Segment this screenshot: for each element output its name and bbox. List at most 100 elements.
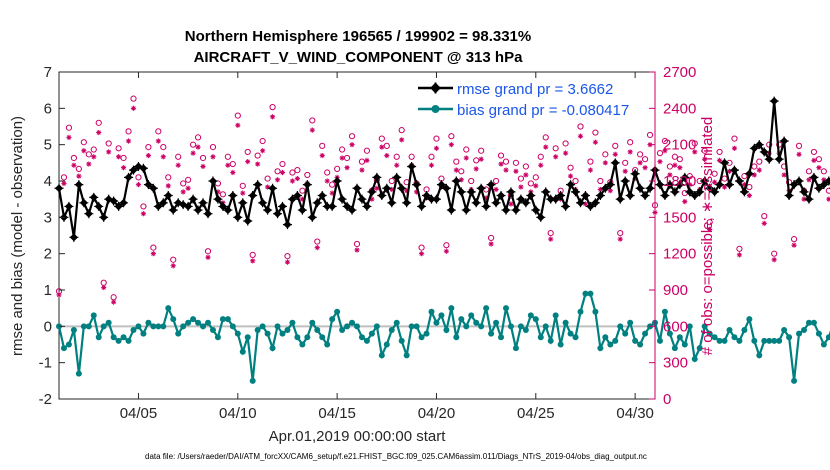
- possible-obs-point: [458, 168, 465, 175]
- legend-rmse-marker: [430, 82, 441, 94]
- rmse-point: [64, 201, 74, 211]
- possible-obs-point: [319, 142, 326, 149]
- bias-point: [453, 334, 460, 341]
- assimilated-obs-point: [210, 154, 216, 160]
- possible-obs-point: [140, 203, 147, 210]
- possible-obs-point: [622, 159, 629, 166]
- assimilated-obs-point: [781, 172, 787, 178]
- rmse-point: [69, 232, 79, 242]
- y-right-tick-label: 900: [663, 282, 688, 299]
- possible-obs-point: [219, 191, 226, 198]
- assimilated-obs-point: [250, 258, 256, 264]
- rmse-point: [764, 154, 774, 164]
- bias-point: [706, 330, 713, 337]
- assimilated-obs-point: [61, 180, 67, 187]
- assimilated-obs-point: [289, 178, 296, 184]
- bias-point: [249, 377, 256, 384]
- bias-point: [219, 316, 226, 323]
- assimilated-obs-point: [746, 192, 752, 199]
- rmse-point: [610, 158, 620, 168]
- possible-obs-point: [756, 158, 763, 165]
- rmse-point: [516, 194, 526, 204]
- assimilated-obs-point: [816, 165, 822, 171]
- possible-obs-point: [105, 140, 112, 147]
- rmse-point: [337, 194, 347, 204]
- rmse-point: [397, 183, 407, 193]
- assimilated-obs-point: [801, 196, 807, 202]
- possible-obs-point: [512, 159, 520, 166]
- assimilated-obs-point: [314, 245, 320, 251]
- bias-point: [791, 377, 798, 384]
- possible-obs-point: [408, 153, 415, 160]
- bias-point: [766, 337, 773, 344]
- assimilated-obs-point: [622, 168, 628, 174]
- bias-point: [244, 334, 251, 341]
- possible-obs-point: [383, 142, 390, 149]
- possible-obs-point: [716, 148, 723, 156]
- bias-point: [418, 334, 425, 341]
- possible-obs-point: [155, 128, 162, 135]
- assimilated-obs-point: [637, 160, 643, 166]
- rmse-point: [243, 216, 253, 226]
- legend: rmse grand pr = 3.6662 bias grand pr = -…: [418, 81, 629, 119]
- rmse-point: [417, 201, 427, 211]
- rmse-point: [561, 201, 571, 211]
- bias-point: [368, 330, 375, 337]
- assimilated-obs-point: [672, 162, 678, 168]
- rmse-point: [138, 163, 148, 173]
- possible-obs-point: [204, 248, 212, 255]
- assimilated-obs-point: [190, 150, 196, 156]
- possible-obs-point: [810, 148, 818, 156]
- possible-obs-point: [602, 151, 609, 158]
- assimilated-obs-point: [458, 177, 464, 183]
- possible-obs-point: [314, 238, 321, 245]
- assimilated-obs-point: [91, 154, 97, 160]
- rmse-point: [119, 198, 129, 208]
- assimilated-obs-point: [414, 189, 420, 195]
- chart-title: Northern Hemisphere 196565 / 199902 = 98…: [185, 28, 531, 45]
- possible-obs-point: [820, 168, 827, 175]
- bias-point: [468, 312, 475, 319]
- x-tick-label: 04/25: [517, 405, 555, 422]
- rmse-point: [148, 183, 158, 193]
- bias-point: [602, 334, 609, 341]
- bias-point: [80, 323, 87, 330]
- assimilated-obs-point: [448, 142, 454, 148]
- rmse-point: [809, 172, 819, 182]
- possible-obs-point: [239, 182, 246, 189]
- assimilated-obs-point: [260, 148, 266, 154]
- bias-point: [334, 308, 341, 315]
- assimilated-obs-point: [106, 149, 112, 155]
- rmse-point: [566, 180, 576, 190]
- assimilated-obs-point: [339, 155, 345, 161]
- assimilated-obs-point: [359, 167, 365, 173]
- assimilated-obs-point: [796, 151, 802, 157]
- possible-obs-point: [592, 129, 599, 136]
- possible-obs-point: [135, 174, 142, 181]
- bias-point: [115, 337, 122, 344]
- bias-point: [239, 348, 246, 355]
- x-axis-label: Apr.01,2019 00:00:00 start: [269, 428, 447, 445]
- bias-point: [234, 330, 241, 337]
- bias-point: [214, 334, 221, 341]
- bias-point: [567, 330, 574, 337]
- possible-obs-point: [269, 104, 276, 111]
- possible-obs-point: [443, 242, 450, 249]
- rmse-point: [436, 180, 446, 190]
- assimilated-obs-point: [726, 168, 733, 174]
- assimilated-obs-point: [374, 185, 380, 191]
- bias-point: [65, 341, 72, 348]
- assimilated-obs-point: [140, 211, 147, 217]
- rmse-point: [307, 212, 317, 222]
- assimilated-obs-point: [607, 188, 613, 194]
- assimilated-obs-point: [180, 189, 186, 195]
- assimilated-obs-point: [135, 182, 142, 188]
- bias-point: [691, 356, 698, 363]
- rmse-point: [402, 198, 412, 208]
- possible-obs-point: [587, 158, 594, 165]
- bias-point: [224, 316, 231, 323]
- y-right-tick-label: 600: [663, 318, 688, 335]
- y-left-tick-label: 6: [44, 100, 52, 117]
- assimilated-obs-point: [463, 155, 469, 161]
